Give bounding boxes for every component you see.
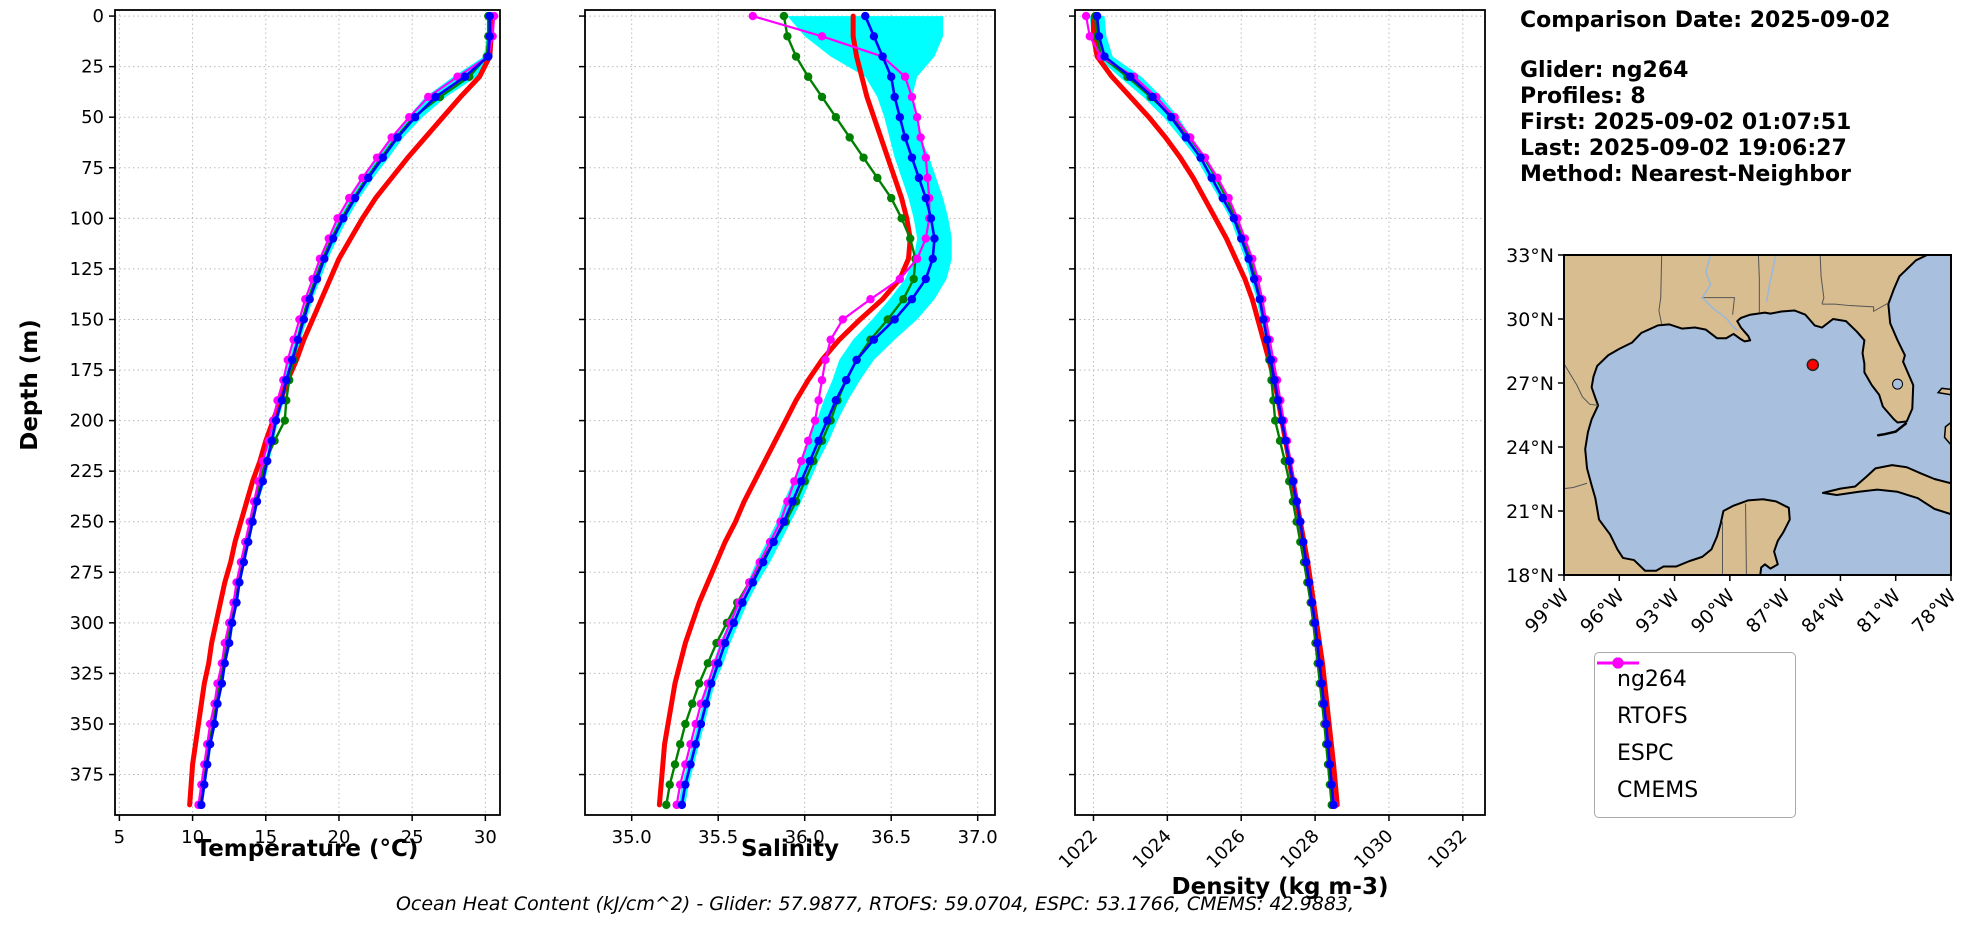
legend-label-cmems: CMEMS [1617,778,1699,803]
density-chart: 1022 1024 1026 1028 1030 1032 [1055,9,1486,873]
svg-text:1028: 1028 [1276,826,1323,873]
svg-text:1024: 1024 [1129,826,1176,873]
legend-item-cmems: CMEMS [1597,657,1783,809]
svg-text:30°N: 30°N [1506,309,1554,331]
svg-text:100: 100 [70,208,104,229]
svg-text:250: 250 [70,512,104,533]
svg-text:175: 175 [70,360,104,381]
svg-text:18°N: 18°N [1506,565,1554,587]
svg-text:75: 75 [81,158,104,179]
comparison-info-panel: Comparison Date: 2025-09-02 Glider: ng26… [1520,8,1890,188]
svg-text:125: 125 [70,259,104,280]
svg-text:1026: 1026 [1203,826,1250,873]
svg-text:20: 20 [328,827,351,848]
legend-label-espc: ESPC [1617,741,1674,766]
svg-text:15: 15 [254,827,277,848]
depth-axis-label: Depth (m) [17,319,43,451]
svg-text:350: 350 [70,714,104,735]
svg-text:84°W: 84°W [1797,585,1850,638]
method-text: Method: Nearest-Neighbor [1520,162,1851,187]
svg-text:35.0: 35.0 [612,827,652,848]
svg-text:33°N: 33°N [1506,245,1554,267]
svg-text:93°W: 93°W [1631,585,1684,638]
temperature-chart: 5 10 15 20 25 3002550751001251501752002252502… [70,6,501,848]
svg-text:35.5: 35.5 [698,827,738,848]
salinity-chart: 35.0 35.5 36.0 36.5 37.0 [579,9,998,848]
svg-text:27°N: 27°N [1506,373,1554,395]
svg-text:87°W: 87°W [1742,585,1795,638]
legend-item-rtofs: RTOFS [1597,657,1783,735]
svg-text:225: 225 [70,461,104,482]
legend-swatch-cmems [1597,657,1639,669]
legend: ng264 RTOFS ESPC CMEMS [1594,652,1796,818]
svg-text:1022: 1022 [1055,826,1102,873]
svg-text:50: 50 [81,107,104,128]
profiles-count-text: Profiles: 8 [1520,84,1646,109]
svg-text:21°N: 21°N [1506,501,1554,523]
svg-text:0: 0 [93,6,104,27]
density-axis-label: Density (kg m-3) [1171,874,1389,900]
last-profile-time-text: Last: 2025-09-02 19:06:27 [1520,136,1847,161]
svg-text:5: 5 [114,827,125,848]
svg-text:300: 300 [70,613,104,634]
svg-text:37.0: 37.0 [958,827,998,848]
svg-text:78°W: 78°W [1908,585,1961,638]
location-map: 33°N 30°N 27°N 24°N 21°N 18°N99°W 96°W 93°W 90°W… [1506,245,1961,638]
legend-label-rtofs: RTOFS [1617,704,1688,729]
svg-text:25: 25 [81,57,104,78]
comparison-date-text: Comparison Date: 2025-09-02 [1520,8,1891,33]
glider-name-text: Glider: ng264 [1520,58,1689,83]
first-profile-time-text: First: 2025-09-02 01:07:51 [1520,110,1852,135]
svg-text:1030: 1030 [1350,826,1397,873]
svg-text:200: 200 [70,411,104,432]
svg-text:275: 275 [70,562,104,583]
legend-label-ng264: ng264 [1617,667,1687,692]
svg-text:1032: 1032 [1424,826,1471,873]
svg-text:10: 10 [181,827,204,848]
svg-text:36.0: 36.0 [785,827,825,848]
svg-text:81°W: 81°W [1853,585,1906,638]
svg-text:90°W: 90°W [1687,585,1740,638]
svg-text:325: 325 [70,663,104,684]
ocean-heat-content-footnote: Ocean Heat Content (kJ/cm^2) - Glider: 5… [395,893,1355,915]
legend-item-espc: ESPC [1597,657,1783,772]
svg-text:96°W: 96°W [1576,585,1629,638]
svg-text:25: 25 [401,827,424,848]
svg-text:36.5: 36.5 [871,827,911,848]
salinity-axis-label: Salinity [740,836,840,862]
temperature-axis-label: Temperature (°C) [195,836,419,862]
svg-text:24°N: 24°N [1506,437,1554,459]
svg-text:375: 375 [70,765,104,786]
svg-text:150: 150 [70,309,104,330]
svg-text:30: 30 [474,827,497,848]
svg-text:99°W: 99°W [1521,585,1574,638]
